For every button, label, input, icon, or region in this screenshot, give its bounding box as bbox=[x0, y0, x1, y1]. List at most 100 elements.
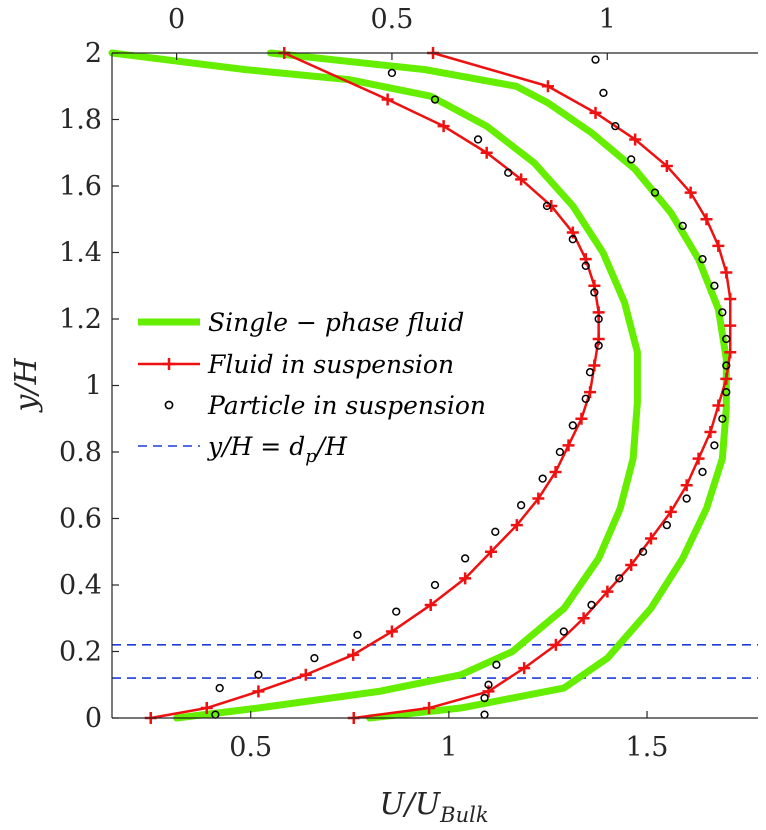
fluid-marker-3-15 bbox=[724, 346, 737, 359]
fluid-marker-2-2 bbox=[252, 685, 265, 698]
particle-point-5-9 bbox=[682, 494, 691, 503]
fluid-marker-2-3 bbox=[299, 668, 312, 681]
legend-label-particle: Particle in suspension bbox=[207, 391, 486, 420]
fluid-marker-3-9 bbox=[664, 505, 677, 518]
particle-point-4-6 bbox=[430, 580, 440, 590]
tick-labels: 0 0.2 0.4 0.6 0.8 1 1.2 1.4 1.6 1.8 2 0.5 1 1.5 0 0.5 1 bbox=[59, 4, 668, 763]
particle-point-4-23 bbox=[430, 95, 440, 104]
particle-point-5-5 bbox=[587, 600, 596, 610]
particle-point-5-6 bbox=[615, 574, 624, 583]
legend-swatch-particle bbox=[164, 400, 174, 410]
fluid-marker-2-25 bbox=[381, 93, 394, 106]
series-single-phase-line-0 bbox=[108, 49, 641, 722]
y-tick-label-8: 1.6 bbox=[59, 171, 102, 202]
y-tick-label-9: 1.8 bbox=[59, 105, 102, 136]
particle-point-4-1 bbox=[215, 683, 224, 693]
fluid-marker-3-14 bbox=[720, 372, 733, 385]
particle-point-5-10 bbox=[698, 467, 707, 477]
particle-point-5-8 bbox=[662, 521, 671, 530]
particle-point-5-12 bbox=[718, 414, 727, 423]
fluid-marker-2-24 bbox=[437, 120, 450, 133]
fluid-marker-3-25 bbox=[541, 80, 554, 93]
particle-point-4-2 bbox=[254, 670, 263, 679]
fluid-marker-3-22 bbox=[660, 160, 673, 173]
particle-point-4-15 bbox=[594, 341, 603, 350]
y-tick-label-0: 0 bbox=[85, 703, 102, 734]
y-axis-label: y/H bbox=[9, 358, 44, 414]
fluid-marker-3-16 bbox=[724, 319, 737, 332]
fluid-marker-3-12 bbox=[704, 426, 717, 439]
fluid-marker-3-11 bbox=[692, 452, 705, 465]
fluid-marker-2-13 bbox=[575, 412, 588, 425]
x-top-tick-label-1: 0.5 bbox=[370, 4, 413, 35]
fluid-marker-3-13 bbox=[712, 399, 725, 412]
particle-point-5-23 bbox=[599, 88, 608, 98]
particle-point-5-14 bbox=[722, 361, 731, 370]
particle-point-5-11 bbox=[710, 441, 719, 450]
particle-point-5-22 bbox=[611, 122, 620, 131]
particle-point-5-4 bbox=[559, 627, 568, 636]
fluid-marker-3-1 bbox=[423, 702, 436, 715]
particle-point-5-7 bbox=[638, 547, 648, 556]
fluid-marker-2-15 bbox=[588, 359, 601, 372]
fluid-marker-3-10 bbox=[680, 479, 693, 492]
legend-label-single: Single − phase fluid bbox=[208, 308, 464, 337]
fluid-marker-3-6 bbox=[601, 585, 614, 598]
particle-point-5-20 bbox=[650, 188, 660, 197]
particle-point-4-16 bbox=[594, 314, 603, 324]
fluid-marker-2-6 bbox=[424, 598, 437, 611]
particle-point-4-24 bbox=[387, 68, 397, 78]
particle-point-4-4 bbox=[353, 630, 362, 640]
series-group bbox=[108, 47, 737, 724]
particle-point-4-9 bbox=[516, 501, 526, 510]
fluid-marker-2-9 bbox=[510, 519, 523, 532]
particle-point-5-2 bbox=[484, 680, 493, 689]
particle-point-4-12 bbox=[568, 421, 577, 430]
fluid-marker-2-23 bbox=[480, 146, 493, 159]
y-tick-label-7: 1.4 bbox=[59, 238, 102, 269]
particle-point-5-19 bbox=[678, 221, 687, 231]
particle-point-4-10 bbox=[538, 474, 547, 483]
fluid-marker-3-17 bbox=[724, 293, 737, 306]
particle-point-4-7 bbox=[460, 554, 470, 563]
fluid-marker-2-19 bbox=[579, 253, 592, 266]
legend-swatch-fluid-marker bbox=[163, 358, 175, 370]
fluid-marker-2-8 bbox=[484, 545, 497, 558]
x-bottom-tick-label-1: 1 bbox=[440, 732, 457, 763]
fluid-marker-2-12 bbox=[562, 439, 575, 452]
axis-ticks bbox=[112, 52, 648, 719]
particle-point-5-3 bbox=[492, 660, 501, 669]
particle-point-5-13 bbox=[722, 388, 731, 397]
particle-point-4-11 bbox=[555, 447, 565, 457]
y-tick-label-3: 0.6 bbox=[59, 504, 102, 535]
fluid-marker-2-16 bbox=[592, 332, 605, 345]
fluid-marker-2-18 bbox=[588, 279, 601, 292]
fluid-marker-3-5 bbox=[577, 612, 590, 625]
fluid-marker-2-17 bbox=[592, 306, 605, 319]
fluid-marker-3-20 bbox=[700, 213, 713, 226]
particle-point-5-18 bbox=[698, 255, 707, 264]
legend: Single − phase fluid Fluid in suspension… bbox=[138, 308, 486, 467]
y-tick-label-10: 2 bbox=[85, 38, 102, 69]
particle-point-5-17 bbox=[710, 281, 719, 290]
particle-point-4-13 bbox=[581, 394, 590, 403]
y-tick-label-2: 0.4 bbox=[59, 570, 102, 601]
particle-point-4-3 bbox=[310, 654, 319, 663]
fluid-marker-2-11 bbox=[549, 465, 562, 478]
fluid-marker-3-19 bbox=[712, 239, 725, 252]
legend-label-fluid: Fluid in suspension bbox=[207, 350, 454, 379]
fluid-marker-3-8 bbox=[644, 532, 657, 545]
fluid-marker-2-22 bbox=[515, 173, 528, 186]
particle-point-4-22 bbox=[473, 135, 483, 144]
particle-point-4-18 bbox=[581, 261, 590, 270]
fluid-marker-2-7 bbox=[459, 572, 472, 585]
legend-label-dp: y/H = dp/H bbox=[207, 432, 348, 467]
fluid-marker-3-23 bbox=[629, 133, 642, 146]
x-axis-label: U/UBulk bbox=[379, 787, 488, 827]
fluid-marker-2-1 bbox=[200, 702, 213, 715]
particle-point-4-19 bbox=[568, 235, 577, 244]
fluid-marker-2-10 bbox=[532, 492, 545, 505]
fluid-marker-3-18 bbox=[720, 266, 733, 279]
particle-point-4-20 bbox=[542, 201, 552, 211]
